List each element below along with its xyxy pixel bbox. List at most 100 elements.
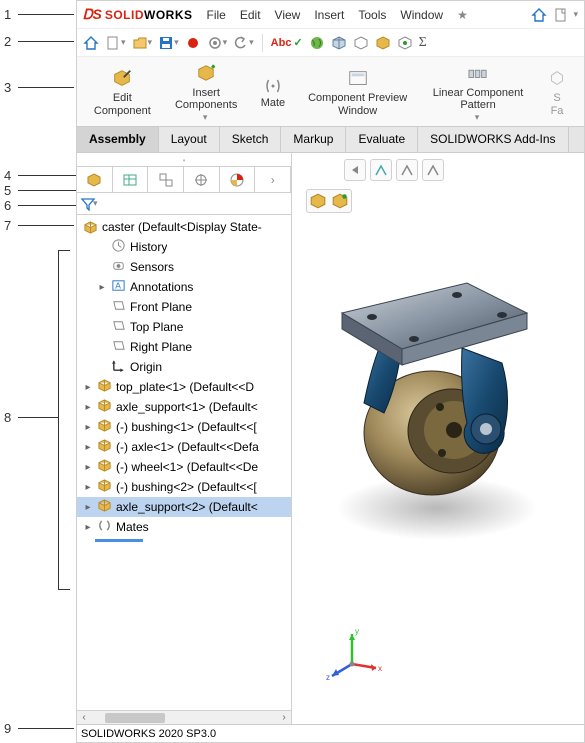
tree-item[interactable]: Right Plane — [77, 337, 291, 357]
tree-item-label: (-) axle<1> (Default<<Defa — [116, 440, 259, 454]
expander-icon[interactable]: ▸ — [83, 442, 93, 453]
tb-rec[interactable] — [185, 35, 201, 51]
menu-tools[interactable]: Tools — [356, 6, 388, 24]
tb-home[interactable] — [83, 35, 99, 51]
tree-item[interactable]: ▸ Mates — [77, 517, 291, 537]
hscroll-thumb[interactable] — [105, 713, 165, 723]
tree-item[interactable]: ▸(-) wheel<1> (Default<<De — [77, 457, 291, 477]
tree-item[interactable]: ▸AAnnotations — [77, 277, 291, 297]
tree-item[interactable]: ▸(-) bushing<1> (Default<<[ — [77, 417, 291, 437]
tb-open[interactable]: ▾ — [132, 35, 153, 51]
rib-edit-component[interactable]: Edit Component — [83, 63, 162, 123]
expander-icon[interactable]: ▸ — [83, 402, 93, 413]
panel-tab-property[interactable] — [113, 167, 149, 192]
menu-pin-icon[interactable]: ★ — [455, 6, 470, 24]
plane-icon — [111, 338, 126, 356]
tree-item[interactable]: Top Plane — [77, 317, 291, 337]
feature-tree: caster (Default<Display State- History Se… — [77, 215, 291, 724]
tab-assembly[interactable]: Assembly — [77, 127, 159, 152]
svg-text:A: A — [115, 280, 121, 290]
ctx-btn-axis3[interactable] — [422, 159, 444, 181]
ctx-btn-axis1[interactable] — [370, 159, 392, 181]
expander-icon[interactable]: ▸ — [83, 422, 93, 433]
tab-sketch[interactable]: Sketch — [220, 127, 282, 152]
tree-root[interactable]: caster (Default<Display State- — [77, 217, 291, 237]
tree-item[interactable]: ▸ axle_support<1> (Default< — [77, 397, 291, 417]
tb-options[interactable]: ▾ — [207, 35, 228, 51]
rib-insert-components[interactable]: Insert Components ▾ — [162, 63, 251, 123]
tb-iso1[interactable] — [331, 35, 347, 51]
panel-tab-more[interactable]: › — [255, 167, 291, 192]
menu-file[interactable]: File — [205, 6, 228, 24]
tree-item[interactable]: Origin — [77, 357, 291, 377]
tab-addins[interactable]: SOLIDWORKS Add-Ins — [418, 127, 568, 152]
panel-tab-display[interactable] — [220, 167, 256, 192]
panel-tab-config[interactable] — [148, 167, 184, 192]
expander-icon[interactable]: ▸ — [97, 282, 107, 293]
tab-evaluate[interactable]: Evaluate — [346, 127, 418, 152]
panel-tab-feature-tree[interactable] — [77, 167, 113, 192]
tab-markup[interactable]: Markup — [281, 127, 346, 152]
part-icon — [97, 478, 112, 496]
hscroll-left-icon[interactable]: ‹ — [77, 712, 91, 723]
expander-icon[interactable]: ▸ — [83, 462, 93, 473]
rib-smart[interactable]: S Fa — [536, 63, 578, 123]
expander-icon[interactable]: ▸ — [83, 382, 93, 393]
ctx-btn-back[interactable] — [344, 159, 366, 181]
home-icon[interactable] — [531, 7, 547, 23]
tree-item[interactable]: History — [77, 237, 291, 257]
part-icon — [97, 498, 112, 516]
ctx-part-icon[interactable] — [309, 192, 327, 210]
graphics-area[interactable]: x y z — [292, 153, 584, 724]
menu-edit[interactable]: Edit — [238, 6, 263, 24]
expander-icon[interactable]: ▸ — [83, 482, 93, 493]
rib-component-preview[interactable]: Component Preview Window — [295, 63, 420, 123]
hscroll-right-icon[interactable]: › — [277, 712, 291, 723]
tree-item-label: Sensors — [130, 260, 174, 274]
rib-mate[interactable]: Mate — [251, 63, 295, 123]
tree-item-label: Top Plane — [130, 320, 183, 334]
tb-new[interactable]: ▾ — [105, 35, 126, 51]
view-triad[interactable]: x y z — [322, 624, 382, 684]
tree-item[interactable]: ▸ (-) axle<1> (Default<<Defa — [77, 437, 291, 457]
callout-3: 3 — [4, 80, 11, 95]
expander-icon[interactable]: ▸ — [83, 502, 93, 513]
tree-item[interactable]: Sensors — [77, 257, 291, 277]
tree-item[interactable]: ▸(-) bushing<2> (Default<<[ — [77, 477, 291, 497]
tb-sigma[interactable]: Σ — [419, 35, 427, 51]
part-icon — [97, 398, 112, 416]
dropdown-icon[interactable]: ▾ — [573, 9, 578, 20]
ctx-part2-icon[interactable] — [331, 192, 349, 210]
tb-globe[interactable] — [309, 35, 325, 51]
filter-dropdown-icon[interactable]: ▾ — [93, 198, 98, 209]
sensors-icon — [111, 258, 126, 276]
tb-spellcheck[interactable]: Abc✓ — [271, 36, 303, 49]
expander-icon[interactable]: ▸ — [83, 522, 93, 533]
callout-8: 8 — [4, 410, 11, 425]
tb-save[interactable]: ▾ — [158, 35, 179, 51]
tree-item[interactable]: ▸axle_support<2> (Default< — [77, 497, 291, 517]
tb-iso2[interactable] — [353, 35, 369, 51]
tree-item-label: axle_support<1> (Default< — [116, 400, 258, 414]
tab-layout[interactable]: Layout — [159, 127, 220, 152]
rib-linear-pattern[interactable]: Linear Component Pattern ▾ — [420, 63, 536, 123]
tree-item-label: Right Plane — [130, 340, 192, 354]
panel-handle[interactable]: • — [77, 153, 291, 167]
tree-item[interactable]: ▸top_plate<1> (Default<<D — [77, 377, 291, 397]
tree-item[interactable]: Front Plane — [77, 297, 291, 317]
menu-window[interactable]: Window — [398, 6, 445, 24]
svg-text:x: x — [378, 664, 382, 673]
panel-tab-dimxpert[interactable] — [184, 167, 220, 192]
tb-iso3[interactable] — [375, 35, 391, 51]
ctx-btn-axis2[interactable] — [396, 159, 418, 181]
assembly-icon — [83, 220, 98, 235]
tb-iso4[interactable] — [397, 35, 413, 51]
menu-insert[interactable]: Insert — [312, 6, 346, 24]
mates-icon — [97, 518, 112, 536]
tree-hscroll[interactable]: ‹ › — [77, 710, 291, 724]
document-icon[interactable] — [553, 7, 569, 23]
tb-undo[interactable]: ▾ — [233, 35, 254, 51]
menu-view[interactable]: View — [273, 6, 303, 24]
ribbon: Edit Component Insert Components ▾ Mate … — [77, 57, 584, 127]
tree-item-label: Mates — [116, 520, 149, 534]
